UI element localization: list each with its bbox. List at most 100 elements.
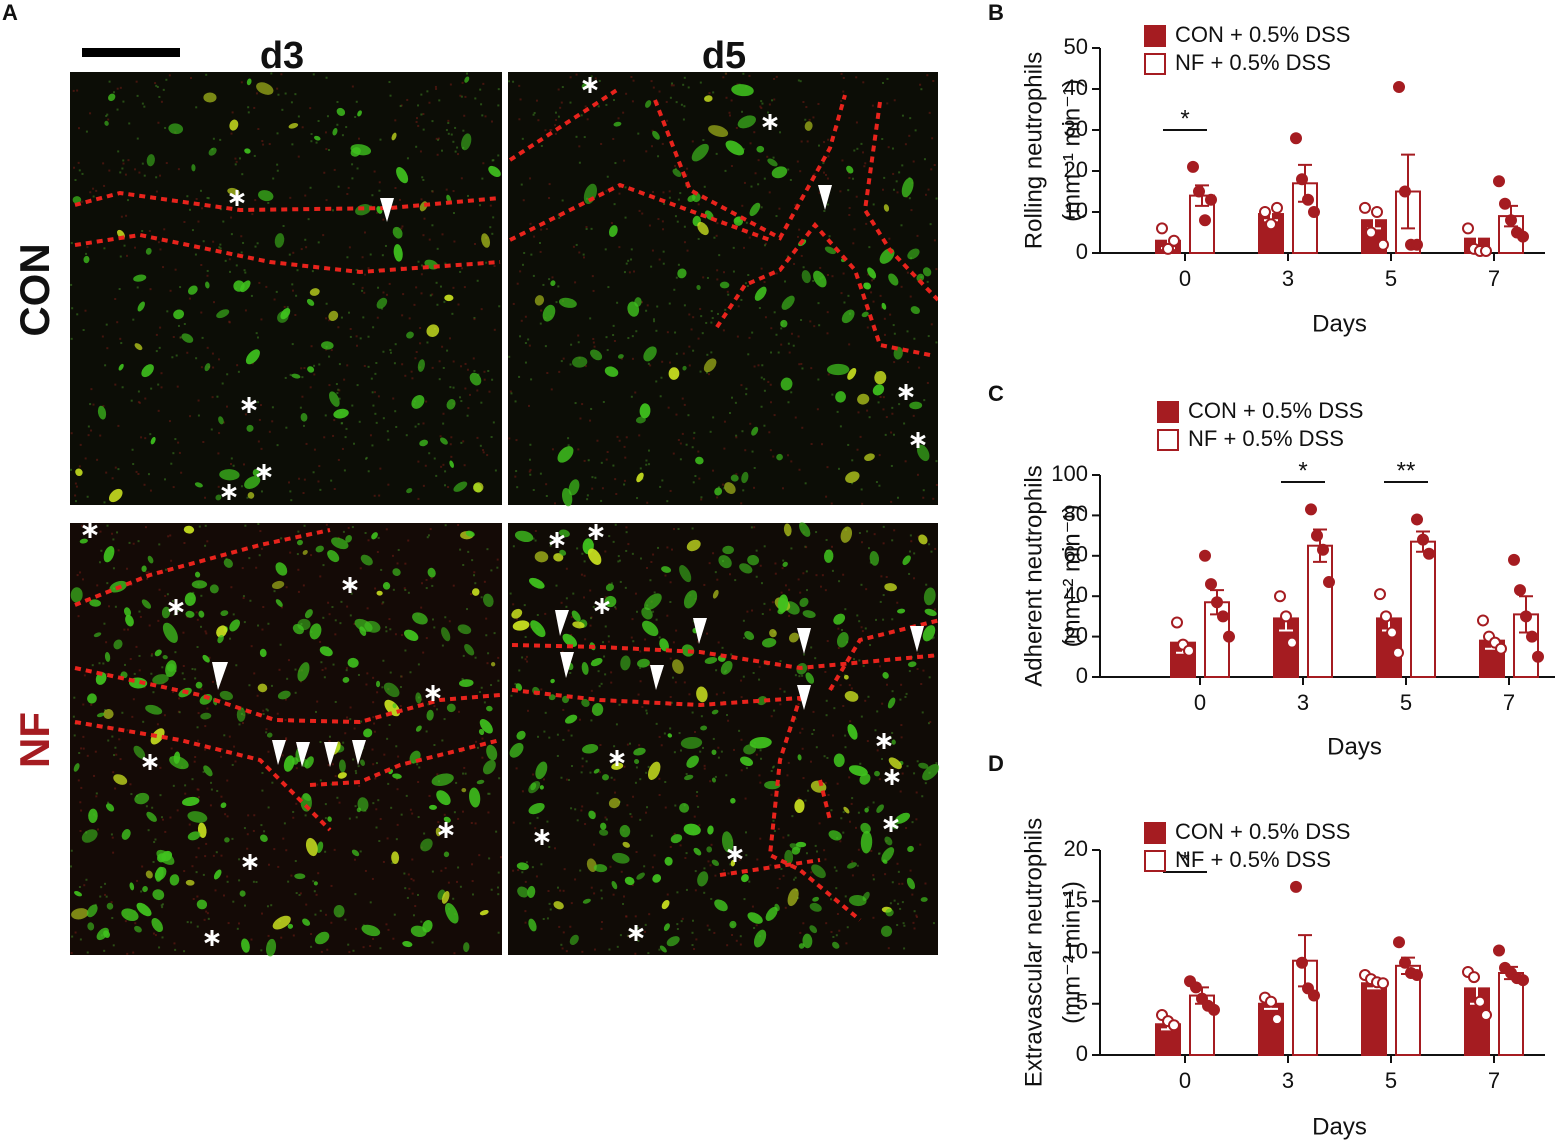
cell bbox=[229, 119, 239, 131]
speckle bbox=[851, 482, 854, 485]
speckle bbox=[769, 383, 772, 386]
speckle bbox=[474, 656, 477, 659]
speckle bbox=[648, 463, 651, 466]
cell bbox=[916, 273, 925, 282]
speckle bbox=[662, 250, 665, 253]
asterisk bbox=[256, 464, 272, 480]
cell bbox=[382, 582, 391, 590]
speckle bbox=[916, 667, 919, 670]
speckle bbox=[712, 737, 715, 740]
asterisk bbox=[910, 432, 926, 448]
speckle bbox=[289, 373, 292, 376]
speckle bbox=[73, 166, 76, 169]
speckle bbox=[77, 161, 80, 164]
speckle bbox=[715, 693, 718, 696]
cell bbox=[129, 882, 135, 891]
speckle bbox=[229, 637, 232, 640]
speckle bbox=[593, 345, 596, 348]
speckle bbox=[740, 298, 743, 301]
speckle bbox=[148, 230, 151, 233]
speckle bbox=[426, 341, 429, 344]
speckle bbox=[337, 388, 340, 391]
cell bbox=[87, 922, 95, 931]
speckle bbox=[661, 142, 664, 145]
speckle bbox=[891, 731, 894, 734]
speckle bbox=[137, 540, 140, 543]
speckle bbox=[236, 364, 239, 367]
speckle bbox=[254, 199, 257, 202]
speckle bbox=[830, 898, 833, 901]
speckle bbox=[459, 885, 462, 888]
speckle bbox=[331, 763, 334, 766]
speckle bbox=[174, 948, 177, 951]
speckle bbox=[818, 822, 821, 825]
speckle bbox=[360, 720, 363, 723]
speckle bbox=[563, 868, 566, 871]
speckle bbox=[347, 943, 350, 946]
speckle bbox=[158, 346, 161, 349]
speckle bbox=[132, 318, 135, 321]
speckle bbox=[257, 401, 260, 404]
y-tick-label: 20 bbox=[1064, 157, 1088, 182]
speckle bbox=[529, 468, 532, 471]
speckle bbox=[662, 228, 665, 231]
speckle bbox=[456, 146, 459, 149]
speckle bbox=[663, 732, 666, 735]
speckle bbox=[626, 743, 629, 746]
cell bbox=[918, 762, 929, 769]
speckle bbox=[820, 443, 823, 446]
speckle bbox=[913, 910, 916, 913]
cell bbox=[173, 751, 181, 764]
speckle bbox=[787, 168, 790, 171]
speckle bbox=[294, 691, 297, 694]
data-point bbox=[1474, 995, 1486, 1008]
speckle bbox=[694, 475, 697, 478]
cell bbox=[801, 270, 811, 284]
speckle bbox=[674, 164, 677, 167]
speckle bbox=[316, 700, 319, 703]
cell bbox=[173, 309, 185, 320]
cell bbox=[835, 391, 846, 403]
speckle bbox=[240, 235, 243, 238]
speckle bbox=[490, 569, 493, 572]
speckle bbox=[648, 224, 651, 227]
speckle bbox=[544, 711, 547, 714]
speckle bbox=[612, 324, 615, 327]
data-point bbox=[1508, 553, 1520, 566]
speckle bbox=[222, 894, 225, 897]
speckle bbox=[863, 165, 866, 168]
speckle bbox=[431, 190, 434, 193]
speckle bbox=[334, 619, 337, 622]
cell bbox=[351, 849, 360, 857]
speckle bbox=[372, 326, 375, 329]
speckle bbox=[291, 143, 294, 146]
speckle bbox=[657, 101, 660, 104]
cell bbox=[274, 233, 285, 248]
speckle bbox=[849, 720, 852, 723]
cell bbox=[83, 255, 90, 264]
speckle bbox=[574, 808, 577, 811]
cell bbox=[446, 703, 456, 713]
speckle bbox=[104, 364, 107, 367]
cell bbox=[765, 906, 778, 921]
speckle bbox=[760, 106, 763, 109]
speckle bbox=[419, 326, 422, 329]
speckle bbox=[373, 170, 376, 173]
speckle bbox=[891, 618, 894, 621]
speckle bbox=[355, 772, 358, 775]
speckle bbox=[71, 935, 74, 938]
cell bbox=[476, 779, 485, 785]
speckle bbox=[590, 407, 593, 410]
speckle bbox=[746, 610, 749, 613]
speckle bbox=[330, 783, 333, 786]
speckle bbox=[717, 641, 720, 644]
speckle bbox=[915, 915, 918, 918]
speckle bbox=[590, 227, 593, 230]
speckle bbox=[634, 391, 637, 394]
speckle bbox=[655, 329, 658, 332]
cell bbox=[604, 366, 619, 377]
speckle bbox=[186, 195, 189, 198]
speckle bbox=[883, 176, 886, 179]
speckle bbox=[211, 680, 214, 683]
speckle bbox=[833, 707, 836, 710]
